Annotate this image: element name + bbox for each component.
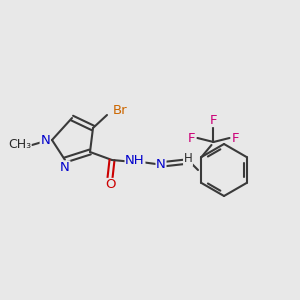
Text: CH₃: CH₃ bbox=[8, 139, 31, 152]
Text: F: F bbox=[188, 131, 195, 145]
Text: F: F bbox=[210, 113, 217, 127]
Text: N: N bbox=[40, 134, 50, 146]
Text: N: N bbox=[156, 158, 166, 170]
Text: F: F bbox=[232, 131, 239, 145]
Text: N: N bbox=[60, 161, 70, 174]
Text: Br: Br bbox=[113, 104, 127, 118]
Text: H: H bbox=[184, 152, 192, 166]
Text: NH: NH bbox=[125, 154, 145, 167]
Text: O: O bbox=[105, 178, 115, 191]
